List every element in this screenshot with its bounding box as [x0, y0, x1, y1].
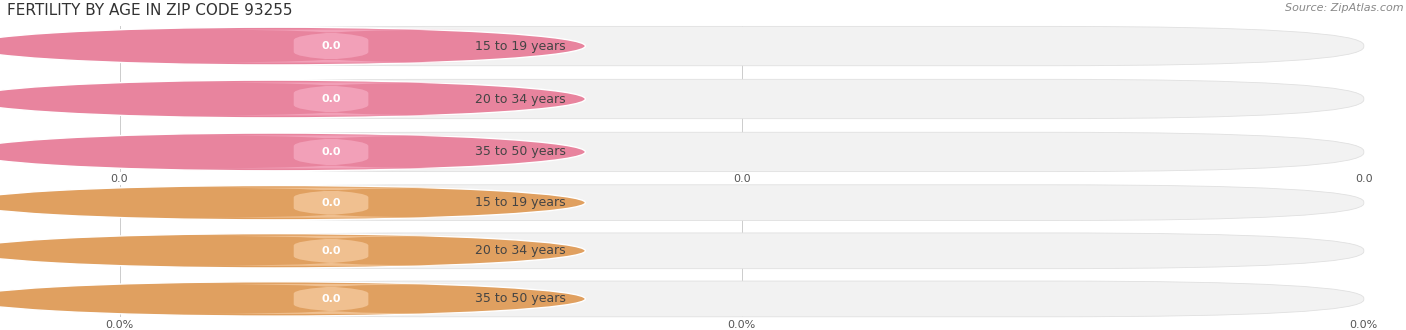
- FancyBboxPatch shape: [194, 188, 468, 218]
- FancyBboxPatch shape: [120, 79, 1364, 119]
- Circle shape: [0, 27, 585, 65]
- Text: 0.0: 0.0: [322, 147, 340, 157]
- Text: 20 to 34 years: 20 to 34 years: [475, 244, 565, 257]
- Circle shape: [0, 185, 585, 220]
- FancyBboxPatch shape: [194, 236, 468, 266]
- FancyBboxPatch shape: [194, 284, 468, 314]
- Text: 35 to 50 years: 35 to 50 years: [475, 292, 565, 306]
- FancyBboxPatch shape: [194, 135, 468, 168]
- FancyBboxPatch shape: [120, 132, 1364, 172]
- Circle shape: [0, 282, 585, 316]
- Circle shape: [0, 133, 585, 171]
- Circle shape: [0, 80, 585, 118]
- FancyBboxPatch shape: [120, 281, 1364, 317]
- Text: 15 to 19 years: 15 to 19 years: [475, 196, 565, 209]
- FancyBboxPatch shape: [120, 185, 1364, 220]
- Text: 0.0: 0.0: [322, 246, 340, 256]
- Text: 15 to 19 years: 15 to 19 years: [475, 40, 565, 52]
- FancyBboxPatch shape: [194, 82, 468, 116]
- FancyBboxPatch shape: [120, 233, 1364, 269]
- Text: 0.0: 0.0: [322, 41, 340, 51]
- Text: 35 to 50 years: 35 to 50 years: [475, 146, 565, 158]
- Text: FERTILITY BY AGE IN ZIP CODE 93255: FERTILITY BY AGE IN ZIP CODE 93255: [7, 3, 292, 18]
- Text: 20 to 34 years: 20 to 34 years: [475, 92, 565, 106]
- FancyBboxPatch shape: [194, 30, 468, 63]
- Circle shape: [0, 234, 585, 268]
- Text: 0.0: 0.0: [322, 198, 340, 208]
- FancyBboxPatch shape: [120, 26, 1364, 66]
- Text: 0.0: 0.0: [322, 94, 340, 104]
- Text: 0.0: 0.0: [322, 294, 340, 304]
- Text: Source: ZipAtlas.com: Source: ZipAtlas.com: [1285, 3, 1403, 13]
